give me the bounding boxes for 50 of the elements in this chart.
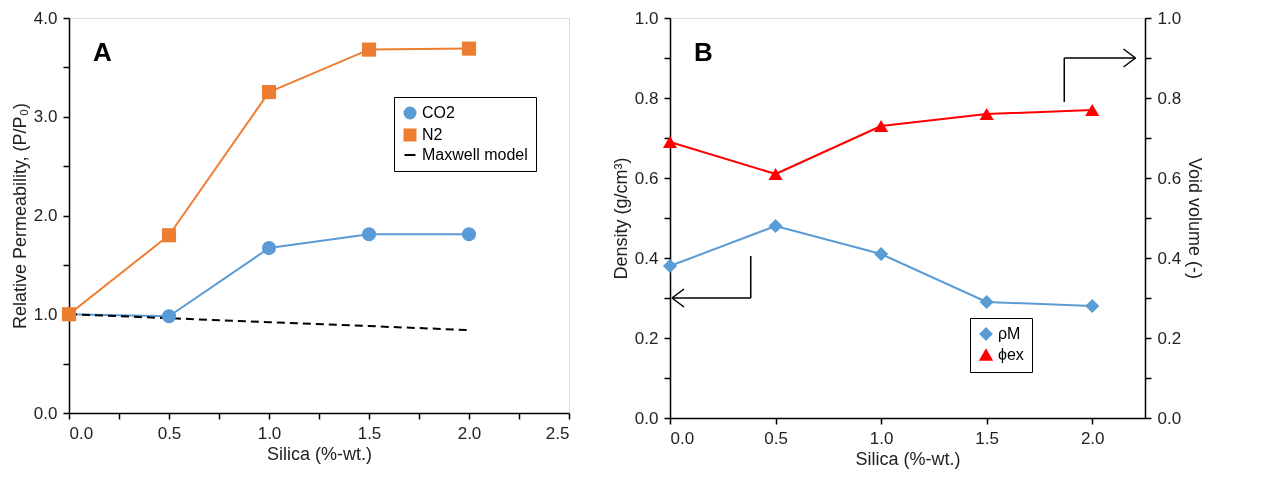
y-tick-label: 0.4 — [634, 248, 659, 268]
point — [979, 294, 994, 310]
y2-tick-label: 0.8 — [1157, 88, 1182, 108]
x-tick-label: 0.0 — [670, 428, 695, 448]
y-axis-title: Relative Permeability, (P/P₀) — [9, 102, 30, 330]
x-tick-label: 1.0 — [257, 423, 282, 443]
y2-tick-label: 0.6 — [1157, 168, 1182, 188]
point — [768, 167, 783, 181]
legend-label: Maxwell model — [422, 146, 528, 163]
point — [1085, 298, 1100, 314]
x-tick-label: 1.0 — [869, 428, 894, 448]
legend-label: N2 — [422, 126, 443, 143]
legend-label: ϕex — [998, 346, 1024, 363]
annotation: B — [694, 37, 713, 67]
y-tick-label: 0.2 — [634, 328, 659, 348]
annotation: A — [93, 37, 112, 67]
point — [979, 107, 994, 121]
x-tick-label: 0.5 — [764, 428, 788, 448]
point — [768, 218, 783, 234]
y2-tick-label: 0.2 — [1157, 328, 1182, 348]
y-tick-label: 0.0 — [33, 403, 58, 423]
x-tick-label: 0.5 — [157, 423, 182, 443]
point — [662, 135, 678, 149]
y2-tick-label: 1.0 — [1157, 8, 1182, 28]
y2-axis-title: Void volume (-) — [1185, 157, 1206, 280]
x-tick-label: 1.5 — [975, 428, 999, 448]
legend-label: ρM — [998, 325, 1021, 342]
x-tick-label: 2.5 — [545, 423, 570, 443]
y-tick-label: 0.8 — [634, 88, 659, 108]
y2-tick-label: 0.4 — [1157, 248, 1182, 268]
y-tick-label: 4.0 — [33, 8, 58, 28]
point — [1085, 103, 1100, 117]
y-tick-label: 1.0 — [634, 8, 659, 28]
y-tick-label: 3.0 — [33, 107, 58, 127]
x-tick-label: 2.0 — [457, 423, 482, 443]
y-tick-label: 1.0 — [33, 304, 58, 324]
x-axis-title: Silica (%-wt.) — [855, 448, 961, 469]
point — [874, 119, 889, 133]
point — [874, 246, 889, 262]
y2-tick-label: 0.0 — [1157, 408, 1182, 428]
x-tick-label: 2.0 — [1080, 428, 1105, 448]
point — [662, 258, 678, 274]
y-tick-label: 0.6 — [634, 168, 659, 188]
legend-label: CO2 — [422, 104, 455, 121]
x-tick-label: 0.0 — [69, 423, 94, 443]
y-axis-title: Density (g/cm³) — [610, 157, 631, 280]
x-axis-title: Silica (%-wt.) — [266, 443, 373, 464]
x-tick-label: 1.5 — [357, 423, 382, 443]
y-tick-label: 0.0 — [634, 408, 659, 428]
y-tick-label: 2.0 — [33, 206, 58, 225]
